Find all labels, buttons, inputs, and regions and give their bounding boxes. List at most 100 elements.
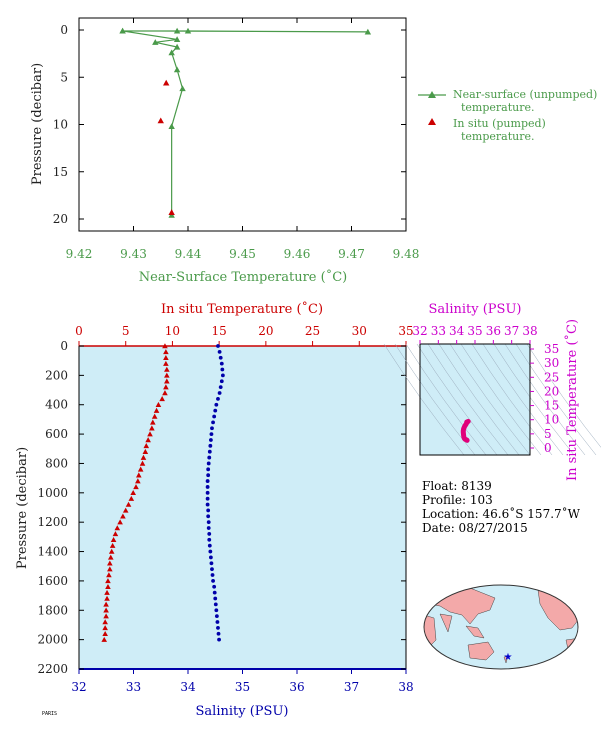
temperature-point xyxy=(103,613,109,619)
main-sal-tick-label: 35 xyxy=(235,680,250,694)
temperature-point xyxy=(159,396,165,402)
footer-stamp: PARIS xyxy=(42,711,57,717)
map-land-samerica xyxy=(565,637,578,669)
salinity-point xyxy=(216,396,220,401)
temperature-point xyxy=(143,443,150,449)
temperature-point xyxy=(164,372,170,378)
ts-isopycnal-line xyxy=(449,343,531,456)
map-land-seasia xyxy=(465,625,485,639)
salinity-point xyxy=(207,455,212,460)
salinity-point xyxy=(213,596,218,601)
salinity-point xyxy=(219,361,224,366)
temperature-point xyxy=(110,537,117,543)
temperature-point xyxy=(104,589,110,595)
ts-x-tick-label: 36 xyxy=(486,324,501,338)
salinity-point xyxy=(206,526,211,530)
temperature-point xyxy=(106,572,112,578)
temperature-point xyxy=(147,431,153,437)
salinity-point xyxy=(218,385,223,390)
legend-green-label-1: Near-surface (unpumped) xyxy=(453,88,597,101)
temperature-point xyxy=(107,554,114,560)
temperature-point xyxy=(103,607,109,613)
ts-isopycnal-line xyxy=(515,343,597,456)
ts-isopycnal-line xyxy=(504,343,586,456)
temperature-point xyxy=(155,401,162,407)
salinity-point xyxy=(209,432,214,436)
temperature-point xyxy=(135,472,142,478)
main-y-tick-label: 1800 xyxy=(37,603,68,617)
temperature-point xyxy=(142,448,149,454)
top-x-tick-label: 9.46 xyxy=(284,247,311,261)
main-temp-tick-label: 20 xyxy=(258,324,273,338)
temperature-point xyxy=(151,413,158,419)
temperature-point xyxy=(105,578,111,584)
top-x-tick-label: 9.43 xyxy=(120,247,147,261)
ts-x-tick-label: 37 xyxy=(504,324,519,338)
ts-y-tick-label: 30 xyxy=(544,356,559,370)
salinity-point xyxy=(207,537,212,542)
ts-isopycnal-line xyxy=(383,343,465,456)
temperature-point xyxy=(162,390,168,396)
salinity-point xyxy=(217,637,221,642)
location: Location: 46.6˚S 157.7˚W xyxy=(422,507,580,521)
ts-isopycnal-line xyxy=(482,343,564,456)
ts-isopycnal-line xyxy=(427,343,509,456)
temperature-point xyxy=(117,519,123,525)
main-temp-tick-label: 15 xyxy=(212,324,227,338)
float-location-marker: ★ xyxy=(504,652,513,663)
temperature-point xyxy=(105,583,111,590)
ts-series xyxy=(460,418,471,443)
temperature-point xyxy=(122,507,129,513)
ts-isopycnals xyxy=(383,343,601,456)
salinity-point xyxy=(217,391,222,395)
main-sal-tick-label: 34 xyxy=(180,680,196,694)
salinity-point xyxy=(214,608,219,613)
salinity-point xyxy=(207,543,212,548)
main-y-tick-label: 2000 xyxy=(37,633,68,647)
temperature-point xyxy=(163,354,169,360)
top-x-tick-label: 9.42 xyxy=(66,247,93,261)
top-chart: 9.42 9.43 9.44 9.45 9.46 9.47 9.48 0 5 10 15 20 Ne… xyxy=(30,17,597,285)
top-x-tick-label: 9.47 xyxy=(338,247,365,261)
map-land-newzealand xyxy=(503,655,509,664)
salinity-point xyxy=(212,584,217,589)
top-y-axis-label: Pressure (decibar) xyxy=(30,63,45,185)
salinity-point xyxy=(205,485,210,489)
main-y-tick-label: 400 xyxy=(45,398,68,412)
top-x-ticks: 9.42 9.43 9.44 9.45 9.46 9.47 9.48 xyxy=(66,18,419,261)
salinity-point xyxy=(210,573,215,577)
ts-y-tick-label: 20 xyxy=(544,384,559,398)
temperature-point xyxy=(149,425,155,431)
legend-green-marker xyxy=(428,91,436,98)
top-x-axis-label: Near-Surface Temperature (˚C) xyxy=(139,269,347,285)
ts-isopycnal-line xyxy=(493,343,575,456)
temperature-point xyxy=(164,366,170,372)
ts-isopycnal-line xyxy=(460,343,542,456)
main-sal-tick-label: 32 xyxy=(71,680,86,694)
main-temp-tick-label: 35 xyxy=(398,324,413,338)
top-y-tick-label: 20 xyxy=(53,212,68,226)
ts-x-tick-label: 32 xyxy=(412,324,427,338)
temperature-point xyxy=(162,343,168,349)
temperature-point xyxy=(128,495,135,501)
salinity-point xyxy=(215,620,220,624)
main-top-axis-label: In situ Temperature (˚C) xyxy=(161,301,323,317)
main-y-tick-label: 2200 xyxy=(37,662,68,676)
temperature-point xyxy=(101,636,108,642)
main-temp-tick-label: 5 xyxy=(122,324,130,338)
salinity-point xyxy=(210,426,214,431)
float-id: Float: 8139 xyxy=(422,479,492,493)
temperature-point xyxy=(163,349,169,355)
top-y-ticks: 0 5 10 15 20 xyxy=(53,23,406,226)
temperature-point xyxy=(108,548,115,554)
salinity-point xyxy=(208,438,213,442)
salinity-point xyxy=(209,561,214,566)
main-sal-tick-label: 36 xyxy=(289,680,304,694)
main-sal-tick-label: 33 xyxy=(126,680,141,694)
ts-y-tick-label: 35 xyxy=(544,342,559,356)
top-series xyxy=(119,27,372,218)
main-plot-background xyxy=(79,346,406,669)
main-ticks: 0 5 10 15 20 25 30 35 32 33 34 35 36 37 38 0 200 400 600 80… xyxy=(37,324,413,694)
